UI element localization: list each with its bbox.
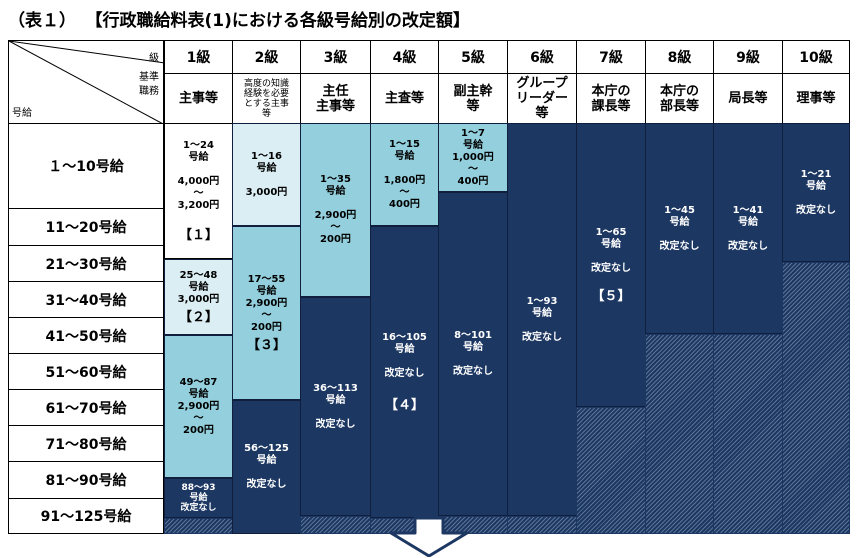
grade9-block: 1～41 号給 改定なし <box>713 123 783 334</box>
corner-grade-label: 級 <box>149 53 159 64</box>
table-number: （表１） <box>8 11 76 31</box>
grade1-block-d-text: 88～93 号給 改定なし <box>180 483 217 513</box>
grade3-block-b: 36～113 号給 改定なし <box>300 297 371 516</box>
role-header-1: 主事等 <box>164 73 233 124</box>
grade7-block-tag: 【５】 <box>591 288 631 304</box>
grade4-block-b: 16～105 号給 改定なし 【４】 <box>370 226 439 518</box>
grade-header-8: 8級 <box>645 40 714 74</box>
grade2-block-a-text: 1～16 号給 3,000円 <box>245 150 288 198</box>
grade6-block: 1～93 号給 改定なし <box>507 123 577 516</box>
row-label-10: 91～125号給 <box>8 498 164 534</box>
row-label-8: 71～80号給 <box>8 425 164 462</box>
grade7-hatch <box>576 407 646 534</box>
row-label-4: 31～40号給 <box>8 281 164 318</box>
grade1-block-b: 25～48 号給 3,000円 【２】 <box>164 259 233 335</box>
role-header-3: 主任 主事等 <box>300 73 371 124</box>
grade5-block-b-text: 8～101 号給 改定なし <box>453 330 493 377</box>
grade-header-9: 9級 <box>713 40 783 74</box>
diagonal-lines <box>9 41 165 125</box>
grade3-block-a: 1～35 号給 2,900円 ～ 200円 <box>300 123 371 297</box>
grade4-block-b-text: 16～105 号給 改定なし <box>382 331 427 379</box>
grade2-block-b-text: 17～55 号給 2,900円 ～ 200円 <box>245 273 288 333</box>
role-header-10: 理事等 <box>782 73 850 124</box>
grade5-block-a-text: 1～7 号給 1,000円 ～ 400円 <box>452 127 494 187</box>
grade1-block-d: 88～93 号給 改定なし <box>164 478 233 518</box>
grade-header-4: 4級 <box>370 40 439 74</box>
grade1-block-c-text: 49～87 号給 2,900円 ～ 200円 <box>177 376 220 436</box>
grade-header-10: 10級 <box>782 40 850 74</box>
grade5-block-b: 8～101 号給 改定なし <box>438 192 508 516</box>
grade8-hatch <box>645 334 714 534</box>
row-label-5: 41～50号給 <box>8 317 164 354</box>
grade7-block-text: 1～65 号給 改定なし <box>591 226 631 274</box>
row-label-6: 51～60号給 <box>8 353 164 390</box>
grade10-block: 1～21 号給 改定なし <box>782 123 850 262</box>
role-header-7: 本庁の 課長等 <box>576 73 646 124</box>
grade-header-3: 3級 <box>300 40 371 74</box>
grade3-block-a-text: 1～35 号給 2,900円 ～ 200円 <box>314 174 357 245</box>
grade-header-5: 5級 <box>438 40 508 74</box>
grade1-block-c: 49～87 号給 2,900円 ～ 200円 <box>164 335 233 478</box>
table-heading: 【行政職給料表(1)における各級号給別の改定額】 <box>94 11 470 31</box>
row-label-9: 81～90号給 <box>8 461 164 499</box>
corner-role-label: 基準 職務 <box>139 72 159 97</box>
row-label-3: 21～30号給 <box>8 245 164 282</box>
grade-header-6: 6級 <box>507 40 577 74</box>
grade7-block: 1～65 号給 改定なし 【５】 <box>576 123 646 407</box>
grade-header-7: 7級 <box>576 40 646 74</box>
row-label-7: 61～70号給 <box>8 389 164 426</box>
grade9-hatch <box>713 334 783 534</box>
role-header-8: 本庁の 部長等 <box>645 73 714 124</box>
grade3-hatch <box>300 516 371 534</box>
grade1-block-a-text: 1～24 号給 4,000円 ～ 3,200円 <box>177 139 220 211</box>
grade1-hatch <box>164 518 233 534</box>
grade10-hatch <box>782 262 850 534</box>
role-header-2: 高度の知識 経験を必要 とする主事 等 <box>232 73 301 124</box>
row-label-1: １～10号給 <box>8 123 164 209</box>
table-title: （表１） 【行政職給料表(1)における各級号給別の改定額】 <box>8 6 470 31</box>
corner-step-label: 号給 <box>12 108 32 119</box>
grade8-block-text: 1～45 号給 改定なし <box>659 204 700 252</box>
grade-header-2: 2級 <box>232 40 301 74</box>
role-header-5: 副主幹 等 <box>438 73 508 124</box>
grade2-block-c-text: 56～125 号給 改定なし <box>244 443 289 490</box>
grade2-block-b: 17～55 号給 2,900円 ～ 200円 【３】 <box>232 226 301 400</box>
grade-header-1: 1級 <box>164 40 233 74</box>
grade2-block-b-tag: 【３】 <box>246 337 286 353</box>
grade3-block-b-text: 36～113 号給 改定なし <box>313 382 358 430</box>
grade1-block-b-tag: 【２】 <box>178 309 218 325</box>
role-header-4: 主査等 <box>370 73 439 124</box>
grade6-hatch <box>507 516 577 534</box>
grade10-block-text: 1～21 号給 改定なし <box>796 168 836 216</box>
grade4-block-b-tag: 【４】 <box>384 397 424 413</box>
grade8-block: 1～45 号給 改定なし <box>645 123 714 334</box>
grade2-block-c: 56～125 号給 改定なし <box>232 400 301 534</box>
role-header-9: 局長等 <box>713 73 783 124</box>
grade6-block-text: 1～93 号給 改定なし <box>522 295 562 343</box>
corner-header-cell: 級 基準 職務 号給 <box>8 40 165 125</box>
grade5-block-a: 1～7 号給 1,000円 ～ 400円 <box>438 123 508 192</box>
grade4-block-a-text: 1～15 号給 1,800円 ～ 400円 <box>383 138 426 210</box>
role-header-6: グループ リーダー 等 <box>507 73 577 124</box>
row-label-2: 11～20号給 <box>8 208 164 246</box>
down-arrow-icon <box>389 517 469 557</box>
grade1-block-a: 1～24 号給 4,000円 ～ 3,200円 【１】 <box>164 123 233 259</box>
grade4-block-a: 1～15 号給 1,800円 ～ 400円 <box>370 123 439 226</box>
grade2-block-a: 1～16 号給 3,000円 <box>232 123 301 226</box>
grade9-block-text: 1～41 号給 改定なし <box>728 204 768 252</box>
grade1-block-a-tag: 【１】 <box>178 227 218 243</box>
grade1-block-b-text: 25～48 号給 3,000円 <box>177 269 220 305</box>
